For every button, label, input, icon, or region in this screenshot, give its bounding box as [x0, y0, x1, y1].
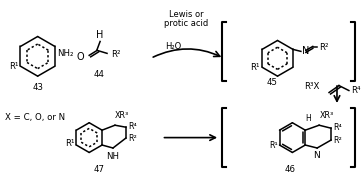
Text: NH: NH [106, 152, 119, 161]
Text: R⁴: R⁴ [351, 86, 360, 95]
Text: X = C, O, or N: X = C, O, or N [5, 113, 65, 122]
Text: 47: 47 [93, 165, 105, 174]
Text: 43: 43 [32, 83, 43, 92]
Text: protic acid: protic acid [164, 19, 208, 28]
Text: R²: R² [128, 134, 136, 143]
Text: Lewis or: Lewis or [169, 10, 204, 19]
Text: XR³: XR³ [115, 111, 129, 120]
Text: N: N [313, 151, 319, 160]
Text: R²: R² [319, 43, 328, 52]
Text: R¹: R¹ [9, 62, 18, 71]
Text: NH₂: NH₂ [57, 49, 73, 58]
Text: 45: 45 [267, 78, 278, 87]
Text: N: N [302, 46, 309, 56]
Text: R⁴: R⁴ [333, 123, 342, 132]
Text: 44: 44 [93, 70, 105, 79]
Text: XR³: XR³ [320, 111, 334, 120]
Text: R¹: R¹ [251, 63, 260, 72]
Text: R³X: R³X [304, 82, 319, 91]
Text: H: H [96, 31, 104, 41]
Text: R²: R² [333, 136, 342, 145]
Text: R²: R² [111, 50, 121, 59]
Text: 46: 46 [285, 165, 296, 174]
Text: H₂O: H₂O [165, 42, 182, 51]
Text: R¹: R¹ [269, 141, 278, 150]
Text: R¹: R¹ [65, 139, 74, 147]
Text: H: H [305, 114, 311, 123]
Text: O: O [77, 52, 84, 62]
Text: R⁴: R⁴ [128, 122, 136, 131]
